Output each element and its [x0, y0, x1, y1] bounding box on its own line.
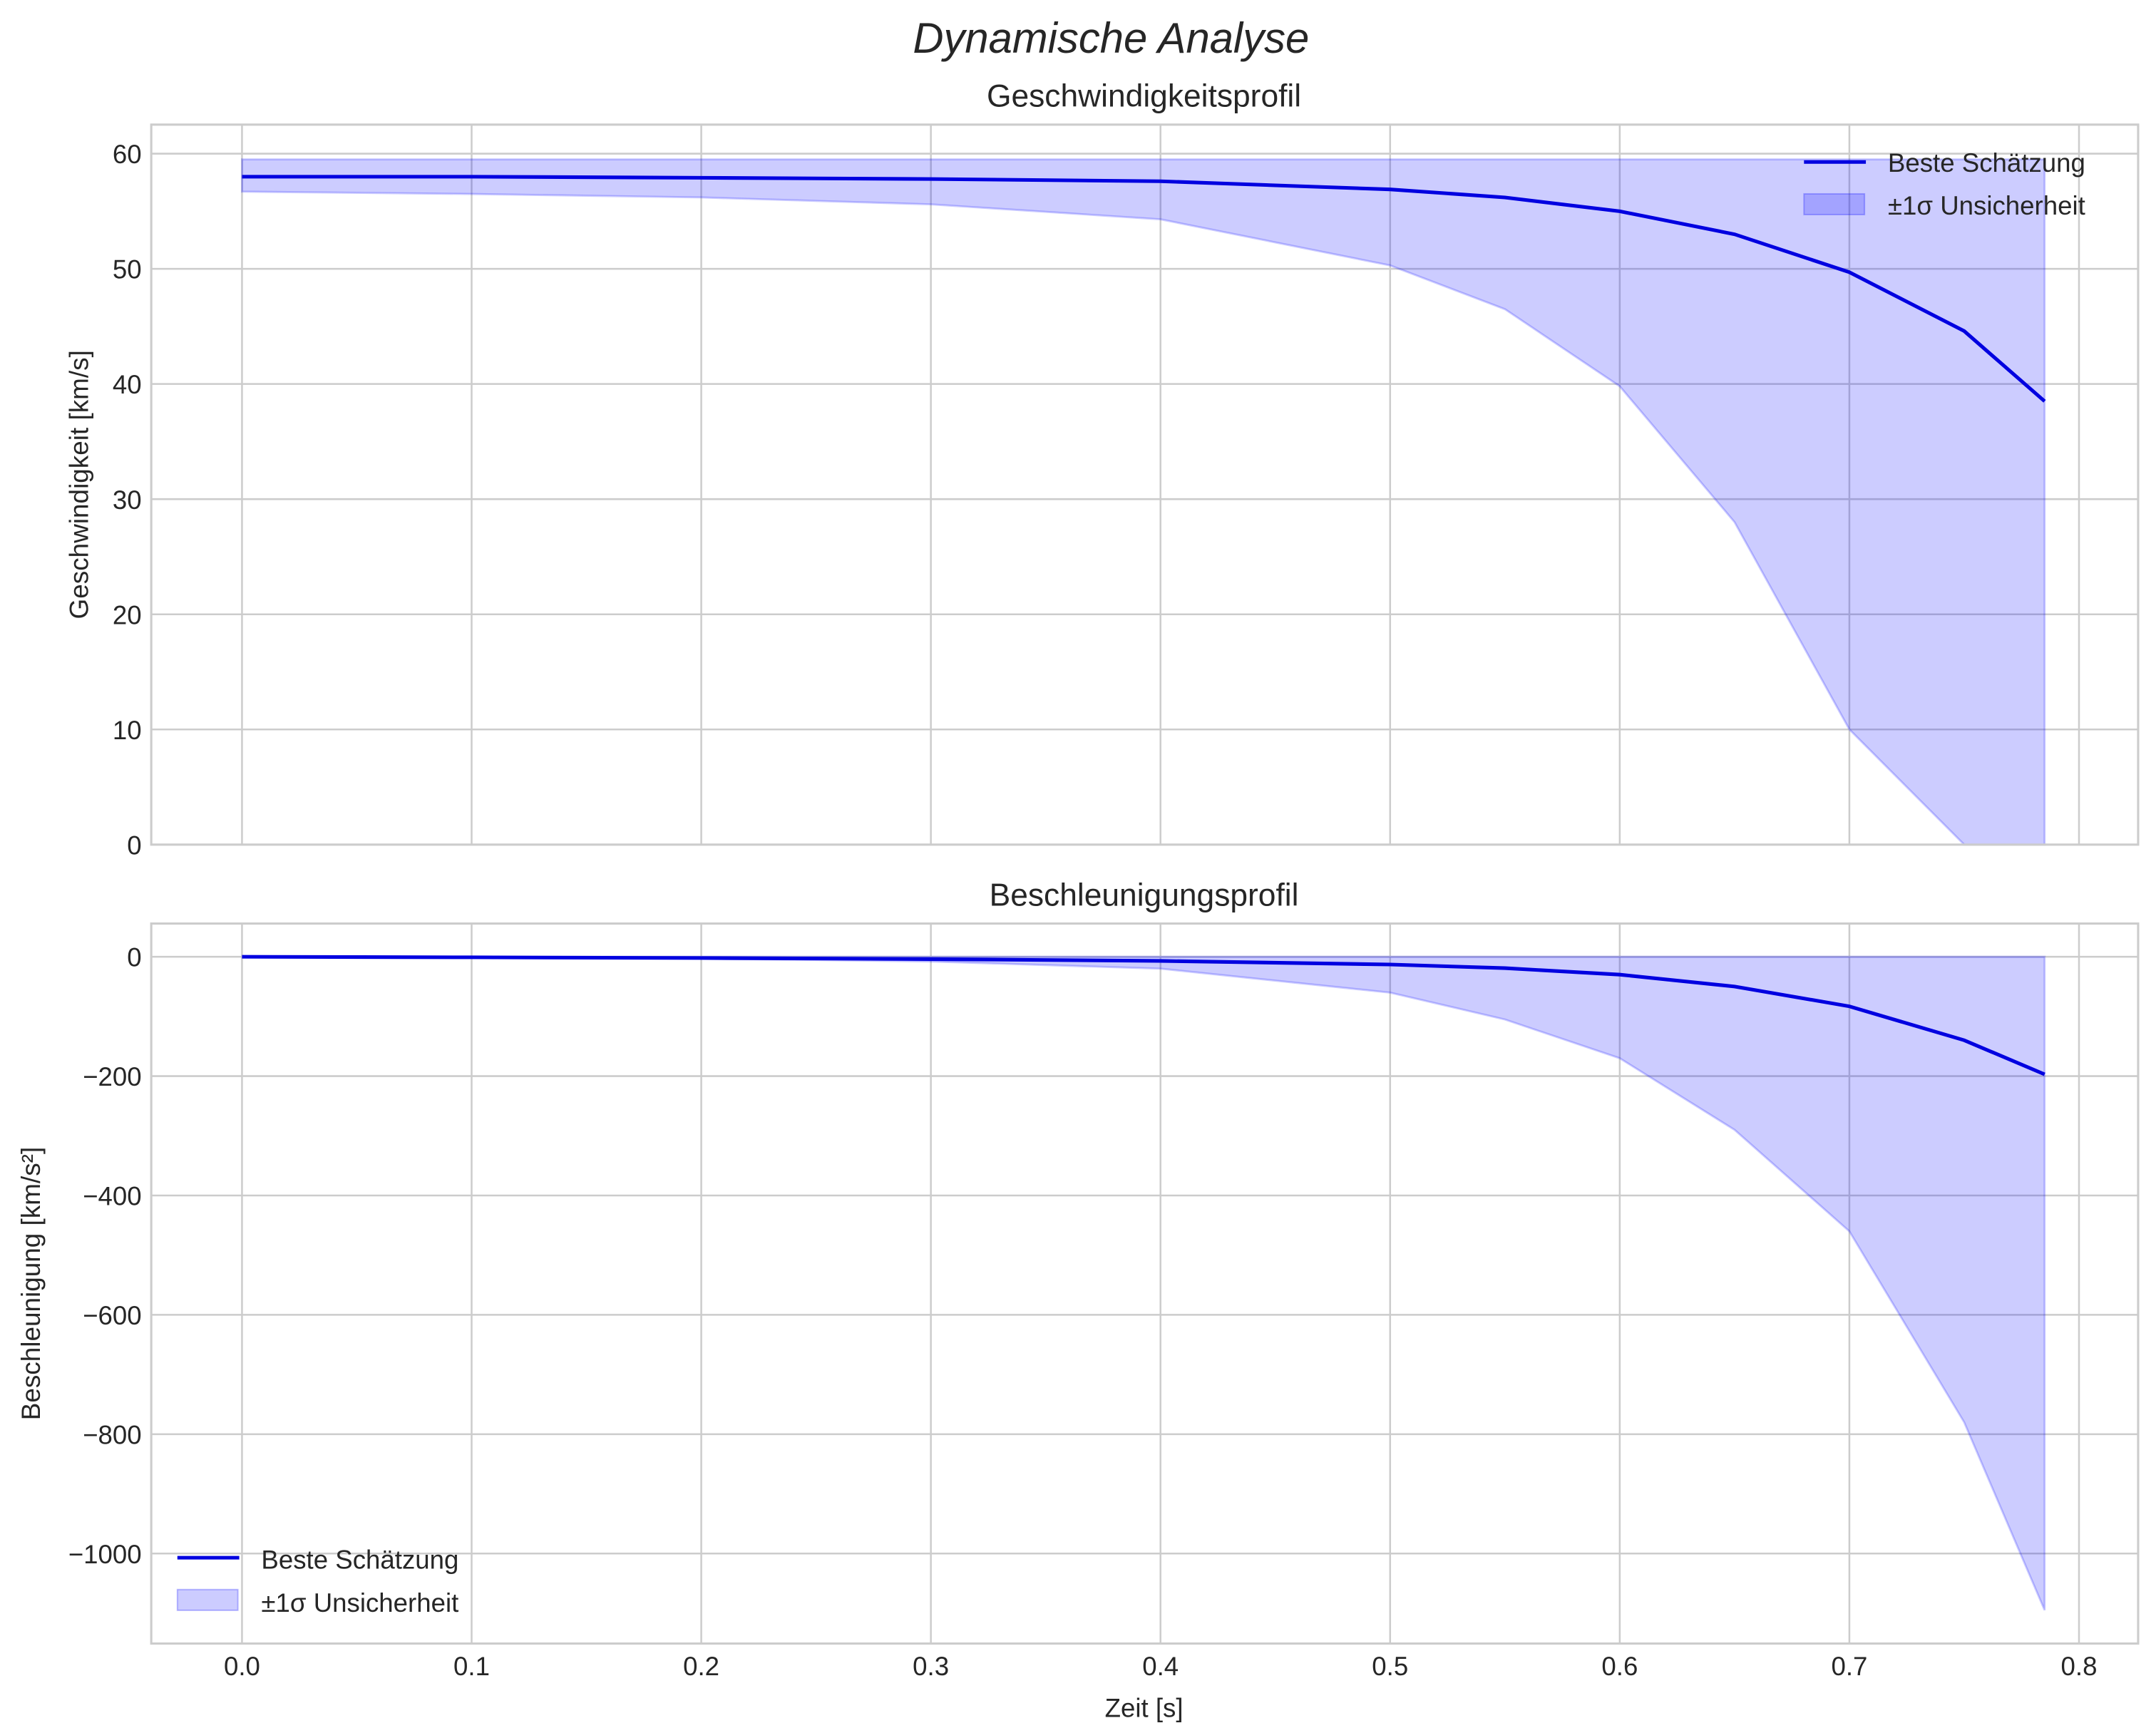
y-tick-label: 20 — [113, 600, 142, 629]
acceleration-y-label: Beschleunigung [km/s²] — [16, 1147, 46, 1421]
x-tick-label: 0.5 — [1372, 1652, 1408, 1681]
velocity-plot: Geschwindigkeitsprofil 0 10 20 30 40 50 60 Ges… — [65, 78, 2138, 860]
x-axis-label: Zeit [s] — [1105, 1693, 1184, 1722]
y-tick-label: 40 — [113, 370, 142, 399]
figure-title: Dynamische Analyse — [913, 14, 1309, 62]
y-tick-label: 10 — [113, 716, 142, 745]
y-tick-label: −1000 — [68, 1540, 142, 1569]
legend-line-label: Beste Schätzung — [261, 1546, 458, 1575]
legend-band-swatch — [1804, 194, 1864, 215]
x-tick-label: 0.2 — [683, 1652, 719, 1681]
y-tick-label: 0 — [127, 830, 141, 860]
legend-band-label: ±1σ Unsicherheit — [261, 1588, 458, 1618]
x-tick-label: 0.4 — [1142, 1652, 1179, 1681]
acceleration-legend: Beste Schätzung ±1σ Unsicherheit — [178, 1546, 459, 1618]
x-tick-label: 0.3 — [913, 1652, 949, 1681]
x-ticks: 0.0 0.1 0.2 0.3 0.4 0.5 0.6 0.7 0.8 — [224, 1652, 2097, 1681]
y-tick-label: 30 — [113, 485, 142, 515]
velocity-y-ticks: 0 10 20 30 40 50 60 — [113, 140, 142, 860]
y-tick-label: −600 — [83, 1301, 142, 1330]
y-tick-label: 50 — [113, 255, 142, 284]
acceleration-plot-title: Beschleunigungsprofil — [990, 878, 1299, 912]
velocity-uncertainty-band — [242, 160, 2044, 845]
velocity-plot-title: Geschwindigkeitsprofil — [987, 78, 1301, 113]
legend-line-label: Beste Schätzung — [1888, 148, 2085, 178]
y-tick-label: −400 — [83, 1181, 142, 1210]
x-tick-label: 0.7 — [1831, 1652, 1867, 1681]
y-tick-label: 60 — [113, 140, 142, 169]
x-tick-label: 0.0 — [224, 1652, 260, 1681]
y-tick-label: 0 — [127, 943, 141, 972]
velocity-y-label: Geschwindigkeit [km/s] — [65, 350, 94, 619]
legend-band-swatch — [178, 1590, 238, 1610]
y-tick-label: −800 — [83, 1420, 142, 1449]
figure: Dynamische Analyse Geschwindigkeitsprofi… — [0, 0, 2156, 1728]
acceleration-uncertainty-band — [242, 957, 2044, 1610]
x-tick-label: 0.8 — [2061, 1652, 2098, 1681]
acceleration-plot: Beschleunigungsprofil −1000−800−600−400−… — [16, 878, 2138, 1722]
x-tick-label: 0.1 — [453, 1652, 490, 1681]
x-tick-label: 0.6 — [1601, 1652, 1638, 1681]
acceleration-y-ticks: −1000 −800 −600 −400 −200 0 — [68, 943, 142, 1569]
y-tick-label: −200 — [83, 1062, 142, 1091]
legend-band-label: ±1σ Unsicherheit — [1888, 191, 2085, 220]
